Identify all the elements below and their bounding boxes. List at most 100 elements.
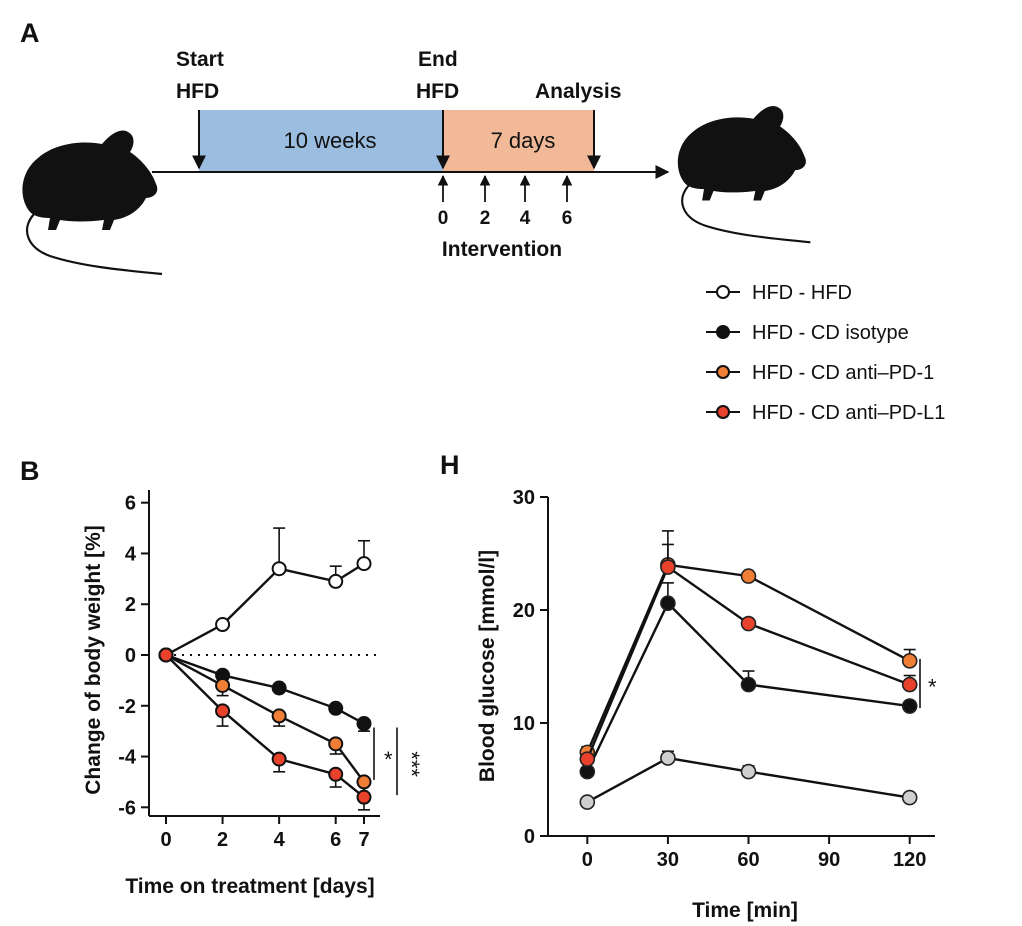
phase-7-days-box bbox=[443, 110, 594, 172]
legend-label: HFD - CD isotype bbox=[752, 322, 909, 344]
x-tick-label: 120 bbox=[893, 849, 926, 871]
series-line bbox=[165, 653, 365, 783]
legend-label: HFD - HFD bbox=[752, 282, 852, 304]
end-line2: HFD bbox=[416, 80, 459, 103]
legend-item-hfd-hfd: HFD - HFD bbox=[706, 282, 852, 304]
series-line bbox=[586, 563, 911, 753]
data-point bbox=[328, 766, 344, 782]
phase-10-weeks-box bbox=[199, 110, 443, 172]
panel-label-a: A bbox=[20, 18, 40, 48]
x-tick-label: 30 bbox=[657, 849, 679, 871]
significance-label: * bbox=[928, 675, 937, 700]
data-point bbox=[660, 750, 676, 766]
intervention-day-4: 4 bbox=[520, 208, 531, 229]
panel-label-b: B bbox=[20, 456, 40, 486]
series-hfd-cd-anti-pd-l1 bbox=[579, 543, 918, 767]
data-point bbox=[740, 568, 757, 584]
chart-h-ylabel: Blood glucose [mmol/l] bbox=[476, 550, 499, 782]
x-tick-label: 60 bbox=[737, 849, 759, 871]
data-point bbox=[215, 677, 231, 693]
phase2-label: 7 days bbox=[491, 128, 556, 153]
start-line2: HFD bbox=[176, 80, 219, 103]
legend-marker bbox=[716, 405, 730, 419]
panel-label-h: H bbox=[440, 450, 460, 480]
mouse-left-icon bbox=[21, 129, 164, 276]
legend-label: HFD - CD anti–PD-L1 bbox=[752, 402, 945, 424]
legend-item-hfd-cd-anti-pd-1: HFD - CD anti–PD-1 bbox=[706, 362, 934, 384]
data-point bbox=[271, 561, 287, 577]
data-point bbox=[356, 716, 372, 732]
series-hfd-cd-anti-pd-1 bbox=[579, 530, 918, 761]
chart-b-xlabel: Time on treatment [days] bbox=[125, 875, 374, 898]
series-hfd-cd-anti-pd-l1 bbox=[158, 647, 372, 811]
y-tick-label: 4 bbox=[125, 543, 137, 565]
data-point bbox=[215, 703, 231, 719]
data-point bbox=[740, 676, 757, 693]
y-tick-label: 6 bbox=[125, 493, 136, 515]
significance-label-1: * bbox=[384, 747, 393, 772]
analysis-label: Analysis bbox=[535, 80, 621, 103]
legend-marker bbox=[716, 285, 730, 299]
data-point bbox=[901, 676, 918, 693]
start-line1: Start bbox=[176, 48, 224, 71]
mouse-right-icon bbox=[676, 104, 812, 244]
data-point bbox=[356, 774, 372, 790]
intervention-label: Intervention bbox=[442, 238, 562, 261]
legend-item-hfd-cd-anti-pd-l1: HFD - CD anti–PD-L1 bbox=[706, 402, 945, 424]
chart-h-xlabel: Time [min] bbox=[692, 899, 798, 922]
data-point bbox=[660, 595, 676, 612]
intervention-day-6: 6 bbox=[562, 208, 573, 229]
data-point bbox=[271, 680, 287, 696]
series-line bbox=[586, 756, 910, 804]
x-tick-label: 0 bbox=[160, 829, 171, 851]
series-line bbox=[586, 565, 911, 760]
y-tick-label: 20 bbox=[513, 600, 535, 622]
x-tick-label: 0 bbox=[582, 849, 593, 871]
data-point bbox=[328, 700, 344, 716]
data-point bbox=[740, 763, 757, 780]
y-tick-label: 10 bbox=[513, 713, 535, 735]
intervention-day-2: 2 bbox=[480, 208, 491, 229]
data-point bbox=[901, 789, 918, 806]
data-point bbox=[271, 708, 287, 724]
data-point bbox=[579, 794, 596, 810]
y-tick-label: -4 bbox=[118, 747, 137, 769]
data-point bbox=[660, 559, 676, 575]
x-tick-label: 2 bbox=[217, 829, 228, 851]
chart-b-ylabel: Change of body weight [%] bbox=[82, 525, 105, 794]
x-tick-label: 6 bbox=[330, 829, 341, 851]
x-tick-label: 90 bbox=[818, 849, 840, 871]
significance-label-2: *** bbox=[399, 751, 424, 777]
y-tick-label: 2 bbox=[125, 594, 136, 616]
series-hfd-cd-isotype bbox=[579, 582, 918, 780]
legend-marker bbox=[716, 325, 730, 339]
data-point bbox=[901, 698, 918, 714]
series-hfd-cd-isotype bbox=[158, 647, 372, 732]
legend-marker bbox=[716, 365, 730, 379]
series-hfd-hfd bbox=[158, 527, 372, 663]
data-point bbox=[215, 617, 231, 633]
legend-item-hfd-cd-isotype: HFD - CD isotype bbox=[706, 322, 909, 344]
data-point bbox=[579, 751, 596, 767]
intervention-arrows bbox=[437, 174, 573, 202]
data-point bbox=[328, 736, 344, 752]
x-tick-label: 4 bbox=[274, 829, 286, 851]
data-point bbox=[271, 751, 287, 767]
intervention-day-0: 0 bbox=[438, 208, 449, 229]
y-tick-label: 0 bbox=[524, 826, 535, 848]
data-point bbox=[356, 789, 372, 805]
data-point bbox=[740, 615, 757, 632]
series-grey bbox=[579, 750, 918, 810]
data-point bbox=[158, 647, 174, 663]
y-tick-label: 0 bbox=[125, 645, 136, 667]
legend: HFD - HFD HFD - CD isotype HFD - CD anti–P… bbox=[706, 282, 945, 424]
data-point bbox=[901, 653, 918, 669]
series-line bbox=[586, 601, 910, 773]
end-line1: End bbox=[418, 48, 458, 71]
y-tick-label: -2 bbox=[118, 696, 136, 718]
y-tick-label: 30 bbox=[513, 487, 535, 509]
chart-h: 0 10 20 30 0 30 60 90 120 * bbox=[513, 487, 937, 871]
y-tick-label: -6 bbox=[118, 797, 136, 819]
